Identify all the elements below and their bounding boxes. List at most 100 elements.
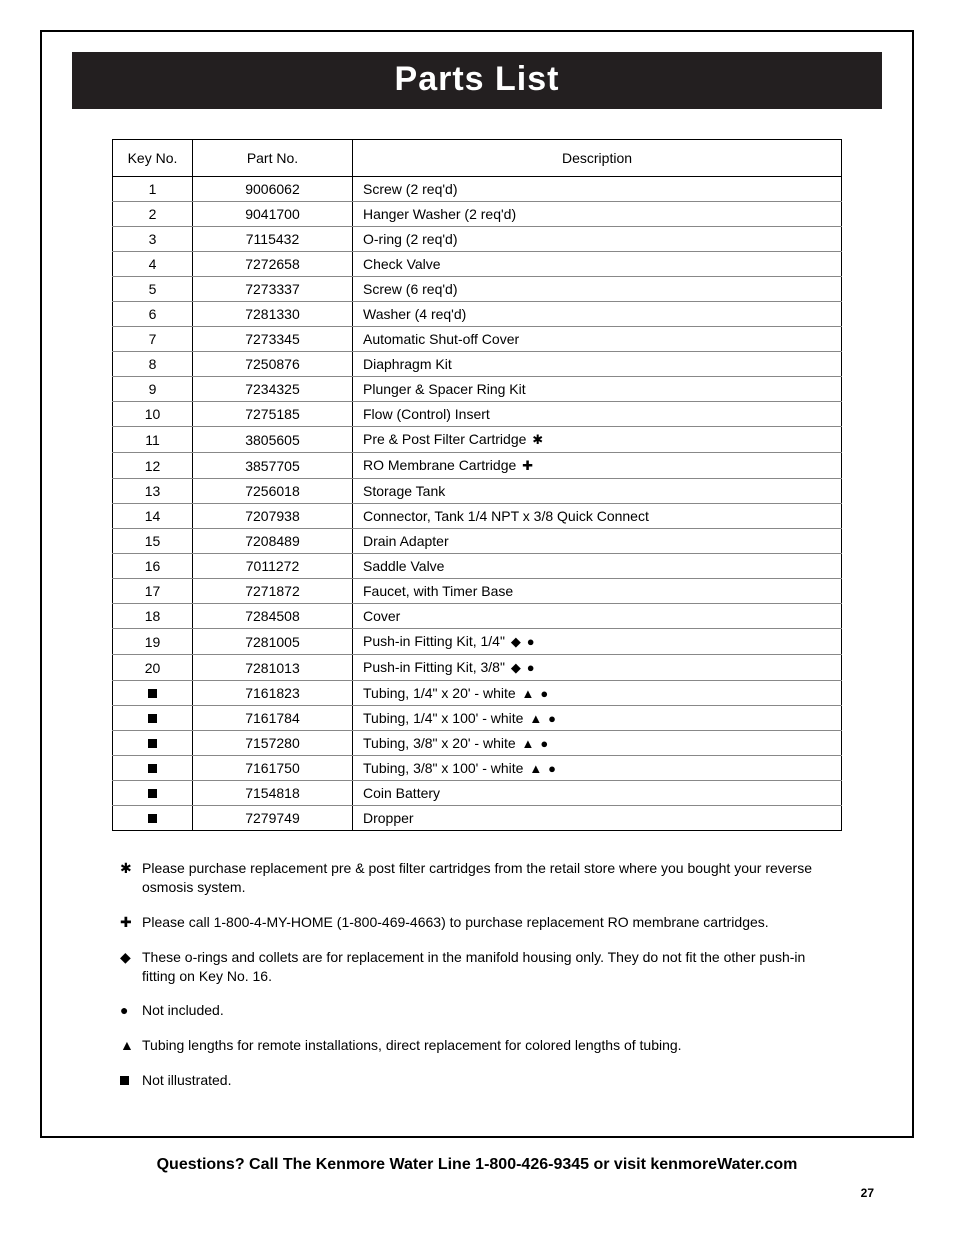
cell-key: 20 — [113, 655, 193, 681]
table-row: 67281330Washer (4 req'd) — [113, 302, 842, 327]
cell-desc: Push-in Fitting Kit, 1/4" ◆ ● — [353, 629, 842, 655]
cell-key — [113, 731, 193, 756]
cell-desc: Hanger Washer (2 req'd) — [353, 202, 842, 227]
diamond-icon: ◆ — [511, 634, 521, 649]
cell-part: 7157280 — [193, 731, 353, 756]
cell-desc: O-ring (2 req'd) — [353, 227, 842, 252]
cell-desc: Flow (Control) Insert — [353, 402, 842, 427]
cell-part: 7281330 — [193, 302, 353, 327]
page-frame: Parts List Key No. Part No. Description … — [40, 30, 914, 1138]
cell-part: 7271872 — [193, 579, 353, 604]
col-header-part: Part No. — [193, 140, 353, 177]
cell-desc: Washer (4 req'd) — [353, 302, 842, 327]
cell-desc: RO Membrane Cartridge ✚ — [353, 453, 842, 479]
circle-icon: ● — [548, 761, 556, 776]
star-icon: ✱ — [532, 432, 543, 447]
col-header-key: Key No. — [113, 140, 193, 177]
cell-key: 12 — [113, 453, 193, 479]
cell-key — [113, 756, 193, 781]
table-row: 207281013Push-in Fitting Kit, 3/8" ◆ ● — [113, 655, 842, 681]
cell-desc: Tubing, 3/8" x 100' - white ▲ ● — [353, 756, 842, 781]
cell-part: 7161823 — [193, 681, 353, 706]
cell-key: 6 — [113, 302, 193, 327]
cell-key: 13 — [113, 479, 193, 504]
diamond-icon: ◆ — [511, 660, 521, 675]
square-icon — [148, 739, 157, 748]
footer-text: Questions? Call The Kenmore Water Line 1… — [80, 1156, 874, 1174]
cell-desc: Plunger & Spacer Ring Kit — [353, 377, 842, 402]
table-row: 107275185Flow (Control) Insert — [113, 402, 842, 427]
cell-desc: Screw (2 req'd) — [353, 177, 842, 202]
footnote-text: Please purchase replacement pre & post f… — [142, 859, 834, 897]
footnote-text: Not included. — [142, 1001, 224, 1020]
footnote-text: Not illustrated. — [142, 1071, 231, 1090]
cell-key: 7 — [113, 327, 193, 352]
col-header-desc: Description — [353, 140, 842, 177]
plus-icon: ✚ — [120, 913, 142, 932]
table-row: 197281005Push-in Fitting Kit, 1/4" ◆ ● — [113, 629, 842, 655]
circle-icon: ● — [540, 686, 548, 701]
cell-part: 9006062 — [193, 177, 353, 202]
footnote: ●Not included. — [120, 1001, 834, 1020]
triangle-icon: ▲ — [522, 736, 535, 751]
table-row: 19006062Screw (2 req'd) — [113, 177, 842, 202]
table-row: 7161823Tubing, 1/4" x 20' - white ▲ ● — [113, 681, 842, 706]
cell-key — [113, 806, 193, 831]
cell-key: 3 — [113, 227, 193, 252]
circle-icon: ● — [527, 660, 535, 675]
cell-part: 7256018 — [193, 479, 353, 504]
table-row: 137256018Storage Tank — [113, 479, 842, 504]
cell-key: 11 — [113, 427, 193, 453]
cell-desc: Storage Tank — [353, 479, 842, 504]
cell-desc: Screw (6 req'd) — [353, 277, 842, 302]
triangle-icon: ▲ — [529, 711, 542, 726]
square-icon — [148, 789, 157, 798]
cell-key: 2 — [113, 202, 193, 227]
cell-desc: Faucet, with Timer Base — [353, 579, 842, 604]
cell-part: 7115432 — [193, 227, 353, 252]
triangle-icon: ▲ — [529, 761, 542, 776]
footnote: Not illustrated. — [120, 1071, 834, 1090]
table-row: 7161750Tubing, 3/8" x 100' - white ▲ ● — [113, 756, 842, 781]
cell-desc: Pre & Post Filter Cartridge ✱ — [353, 427, 842, 453]
circle-icon: ● — [527, 634, 535, 649]
table-row: 147207938Connector, Tank 1/4 NPT x 3/8 Q… — [113, 504, 842, 529]
cell-key — [113, 681, 193, 706]
cell-part: 7234325 — [193, 377, 353, 402]
cell-part: 7284508 — [193, 604, 353, 629]
cell-desc: Tubing, 1/4" x 20' - white ▲ ● — [353, 681, 842, 706]
cell-key: 14 — [113, 504, 193, 529]
cell-part: 7161750 — [193, 756, 353, 781]
table-row: 87250876Diaphragm Kit — [113, 352, 842, 377]
table-row: 7161784Tubing, 1/4" x 100' - white ▲ ● — [113, 706, 842, 731]
footnotes: ✱Please purchase replacement pre & post … — [120, 859, 834, 1090]
cell-part: 7272658 — [193, 252, 353, 277]
table-row: 167011272Saddle Valve — [113, 554, 842, 579]
cell-part: 7250876 — [193, 352, 353, 377]
parts-table: Key No. Part No. Description 19006062Scr… — [112, 139, 842, 831]
cell-desc: Tubing, 1/4" x 100' - white ▲ ● — [353, 706, 842, 731]
table-row: 123857705RO Membrane Cartridge ✚ — [113, 453, 842, 479]
table-row: 113805605Pre & Post Filter Cartridge ✱ — [113, 427, 842, 453]
cell-part: 7281005 — [193, 629, 353, 655]
diamond-icon: ◆ — [120, 948, 142, 967]
table-row: 77273345Automatic Shut-off Cover — [113, 327, 842, 352]
footnote: ✚Please call 1-800-4-MY-HOME (1-800-469-… — [120, 913, 834, 932]
triangle-icon: ▲ — [522, 686, 535, 701]
cell-part: 7273337 — [193, 277, 353, 302]
cell-part: 7275185 — [193, 402, 353, 427]
table-row: 7157280Tubing, 3/8" x 20' - white ▲ ● — [113, 731, 842, 756]
square-icon — [148, 714, 157, 723]
cell-key: 17 — [113, 579, 193, 604]
table-row: 57273337Screw (6 req'd) — [113, 277, 842, 302]
cell-key: 10 — [113, 402, 193, 427]
plus-icon: ✚ — [522, 458, 533, 473]
cell-part: 7281013 — [193, 655, 353, 681]
cell-desc: Check Valve — [353, 252, 842, 277]
page-title: Parts List — [72, 52, 882, 109]
table-row: 37115432O-ring (2 req'd) — [113, 227, 842, 252]
square-icon — [148, 764, 157, 773]
footnote: ◆These o-rings and collets are for repla… — [120, 948, 834, 986]
table-row: 97234325Plunger & Spacer Ring Kit — [113, 377, 842, 402]
cell-key: 1 — [113, 177, 193, 202]
